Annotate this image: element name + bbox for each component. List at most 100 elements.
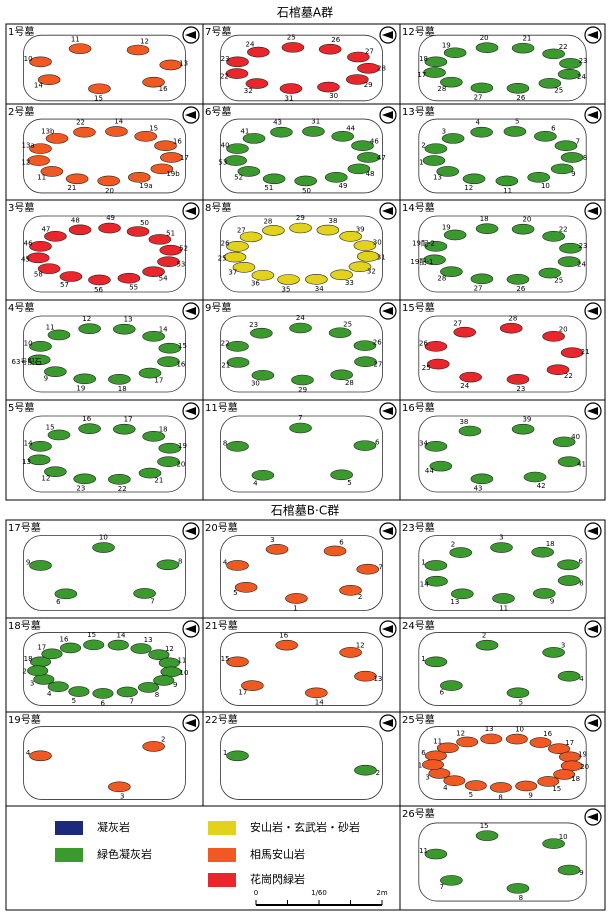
grave-outline <box>220 535 383 611</box>
stone <box>339 647 362 658</box>
stone-number: 19a <box>139 182 152 190</box>
stone <box>330 469 353 481</box>
stone <box>92 542 115 553</box>
compass <box>182 106 200 124</box>
stone-number: 25 <box>218 254 227 262</box>
stone-number: 2 <box>421 142 425 150</box>
stone-number: 15 <box>552 785 561 793</box>
stone-number: 2 <box>482 631 486 639</box>
stone-number: 17 <box>238 688 247 696</box>
grave-outline <box>23 632 186 706</box>
stone <box>232 262 256 273</box>
stone-number: 36 <box>251 279 260 287</box>
stone-number: 23 <box>76 484 85 492</box>
stone-number: 6 <box>551 124 556 132</box>
stone-number: 27 <box>365 48 374 56</box>
compass <box>379 26 397 44</box>
stone-number: 14 <box>117 631 126 639</box>
stone-number: 7 <box>378 564 382 572</box>
stone <box>424 441 448 452</box>
stone-number: 47 <box>41 225 50 233</box>
stone-number: 50 <box>302 187 311 195</box>
stone-number: 9 <box>44 374 48 382</box>
stone-number: 2 <box>22 667 26 675</box>
stone <box>506 82 530 94</box>
stone-number: 15 <box>178 342 187 350</box>
stone <box>234 582 258 593</box>
stone <box>424 341 448 352</box>
compass <box>584 106 602 124</box>
stone-number: 25 <box>554 276 563 284</box>
stone-number: 7 <box>440 883 444 891</box>
stone <box>532 588 556 599</box>
stone <box>138 367 162 379</box>
stone <box>44 466 67 477</box>
stone-number: 24 <box>296 314 305 322</box>
legend-swatch <box>208 848 236 862</box>
stone <box>475 830 499 841</box>
stone <box>78 323 101 334</box>
stone <box>557 456 581 467</box>
stone-number: 34 <box>419 439 428 447</box>
stone-number: 17 <box>180 154 189 162</box>
stone <box>354 356 377 367</box>
grave-outline <box>220 632 383 706</box>
stone-number: 16 <box>159 85 168 93</box>
compass-arrow <box>382 207 393 215</box>
compass-arrow <box>382 307 393 315</box>
stone-number: 29 <box>364 81 373 89</box>
stone <box>142 76 165 88</box>
compass-arrow <box>587 813 598 821</box>
stone-number: 12 <box>82 315 91 323</box>
stone-number: 2 <box>451 541 455 549</box>
stone <box>134 131 157 142</box>
stone-number: 22 <box>559 226 568 234</box>
stone <box>262 225 285 236</box>
stone-number: 28 <box>377 64 386 72</box>
stone-number: 11 <box>46 324 55 332</box>
stone-number: 20 <box>522 216 531 224</box>
stone <box>559 58 582 69</box>
stone-number: 10 <box>559 833 568 841</box>
stone <box>302 126 325 137</box>
stone <box>226 357 250 368</box>
legend-swatch <box>208 821 236 835</box>
stone-number: 12 <box>140 37 149 45</box>
stone <box>557 68 581 80</box>
stone-number: 16 <box>173 138 182 146</box>
stone-number: 53 <box>218 158 227 166</box>
stone-number: 22 <box>564 372 573 380</box>
stone <box>44 366 67 377</box>
stone-number: 21 <box>581 348 590 356</box>
compass-arrow <box>382 625 393 633</box>
stone <box>78 423 101 434</box>
stone <box>557 864 581 876</box>
stone <box>226 241 249 252</box>
compass <box>182 26 200 44</box>
grave-outline <box>23 415 186 493</box>
stone-number: 27 <box>474 93 483 101</box>
grave-label: 18号墓 <box>8 619 41 632</box>
stone-number: 27 <box>453 320 462 328</box>
stone <box>436 166 460 177</box>
stone-number: 28 <box>345 379 354 387</box>
stone-number: 18 <box>480 215 489 223</box>
stone-number: 26 <box>331 36 340 44</box>
stone-number: 24 <box>246 40 255 48</box>
stone <box>275 639 298 651</box>
stone <box>289 422 312 434</box>
stone-number: 13 <box>485 725 494 733</box>
stone-number: 28 <box>437 274 446 282</box>
stone-number: 9 <box>173 681 177 689</box>
stone-number: 11 <box>499 604 508 612</box>
stone-number: 22 <box>221 339 230 347</box>
stone <box>44 231 67 242</box>
stone <box>443 229 467 241</box>
stone-number: 6 <box>421 749 426 757</box>
compass <box>182 620 200 638</box>
grave-outline <box>23 215 186 293</box>
grave-label: 20号墓 <box>205 521 238 534</box>
stone-number: 38 <box>329 217 338 225</box>
stone-number: 16 <box>176 361 185 369</box>
